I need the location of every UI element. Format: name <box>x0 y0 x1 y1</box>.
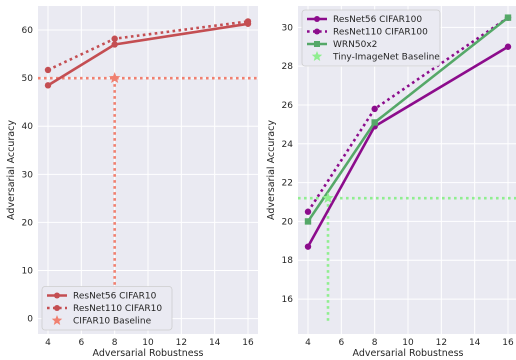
x-tick-label: 12 <box>176 338 187 348</box>
data-point <box>304 218 312 225</box>
legend-label: ResNet56 CIFAR10 <box>73 292 157 302</box>
x-tick-label: 6 <box>78 338 84 348</box>
legend-marker <box>314 41 320 47</box>
baseline-star-marker <box>108 72 121 83</box>
legend-label: Tiny-ImageNet Baseline <box>332 53 440 63</box>
data-point <box>111 41 118 48</box>
y-tick-label: 40 <box>22 122 34 132</box>
x-tick-label: 10 <box>142 338 154 348</box>
x-tick-label: 8 <box>112 338 118 348</box>
legend: ResNet56 CIFAR100 ResNet110 CIFAR100 WRN50… <box>301 9 441 67</box>
y-tick-label: 18 <box>282 256 294 266</box>
y-tick-label: 10 <box>22 267 34 277</box>
y-tick-label: 16 <box>282 295 294 305</box>
data-point <box>304 243 312 250</box>
y-tick-label: 30 <box>22 170 34 180</box>
y-tick-label: 60 <box>22 26 34 36</box>
y-tick-label: 30 <box>282 23 294 33</box>
data-point <box>44 82 52 89</box>
baseline-star-marker <box>322 192 334 203</box>
y-tick-label: 26 <box>282 101 294 111</box>
data-point <box>371 119 378 126</box>
chart-panel-1: 4 6 8 10 12 14 16 0 10 20 30 40 50 60 Adversarial Robu… <box>6 6 258 359</box>
legend-label: ResNet110 CIFAR100 <box>333 28 428 38</box>
x-tick-label: 4 <box>45 338 51 348</box>
data-point <box>504 14 512 21</box>
y-tick-label: 28 <box>282 62 294 72</box>
x-tick-label: 12 <box>436 338 447 348</box>
legend-marker <box>51 315 63 325</box>
x-tick-label: 4 <box>305 338 311 348</box>
data-point <box>504 43 512 50</box>
y-tick-label: 20 <box>282 217 294 227</box>
y-tick-label: 0 <box>27 315 33 325</box>
x-tick-label: 8 <box>372 338 378 348</box>
x-tick-label: 14 <box>209 338 221 348</box>
x-tick-label: 16 <box>242 338 254 348</box>
x-tick-label: 16 <box>502 338 514 348</box>
x-tick-label: 14 <box>469 338 481 348</box>
y-tick-label: 22 <box>282 179 293 189</box>
x-tick-label: 10 <box>402 338 414 348</box>
legend-box <box>301 9 441 67</box>
x-axis-label: Adversarial Robustness <box>92 348 203 359</box>
x-tick-label: 6 <box>338 338 344 348</box>
x-axis-label: Adversarial Robustness <box>352 348 463 359</box>
legend-box <box>41 286 173 331</box>
data-point <box>371 105 378 113</box>
legend-marker <box>54 292 60 299</box>
legend-marker <box>311 51 323 61</box>
legend-label: ResNet56 CIFAR100 <box>333 15 422 25</box>
y-tick-label: 50 <box>22 74 34 84</box>
legend-marker <box>314 28 320 35</box>
legend-marker <box>54 305 60 311</box>
legend: ResNet56 CIFAR10 ResNet110 CIFAR10 CIFAR10… <box>41 286 173 331</box>
data-point <box>244 18 252 25</box>
data-point <box>304 208 312 215</box>
y-axis-label: Adversarial Accuracy <box>266 120 277 220</box>
y-tick-label: 24 <box>282 140 294 150</box>
y-tick-label: 20 <box>22 218 34 228</box>
legend-label: ResNet110 CIFAR10 <box>73 304 162 314</box>
data-point <box>111 35 118 42</box>
legend-label: WRN50x2 <box>333 40 377 50</box>
legend-label: CIFAR10 Baseline <box>73 317 152 327</box>
y-axis-label: Adversarial Accuracy <box>6 120 17 220</box>
chart-panel-2: 4 6 8 10 12 14 16 16 18 20 22 24 26 28 30 Adversarial R… <box>266 6 516 359</box>
legend-marker <box>314 16 320 22</box>
data-point <box>44 66 52 74</box>
